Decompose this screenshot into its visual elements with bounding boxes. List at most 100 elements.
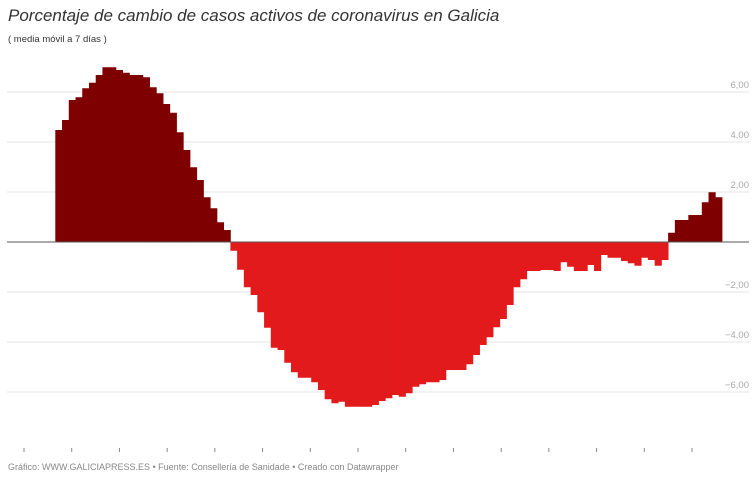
bar	[546, 242, 555, 270]
bar	[149, 87, 157, 242]
bar	[620, 242, 629, 261]
bar	[196, 180, 204, 242]
bar	[365, 242, 373, 407]
y-axis-labels: 6,00 4,00 2,00 −2,00 −4,00 −6,00	[725, 80, 749, 391]
bar	[627, 242, 635, 264]
bar	[681, 220, 689, 242]
bar	[513, 242, 521, 288]
bar	[378, 242, 386, 401]
bar	[142, 77, 150, 242]
bar	[351, 242, 359, 407]
bar	[129, 75, 137, 242]
bar	[466, 242, 474, 365]
bar	[654, 242, 662, 266]
bar	[210, 208, 218, 242]
bar	[122, 72, 130, 242]
bar	[486, 242, 494, 338]
bars	[55, 67, 723, 407]
bar	[284, 242, 292, 363]
bar	[614, 242, 622, 258]
bar	[270, 242, 278, 348]
bar	[573, 242, 581, 271]
bar	[277, 242, 285, 350]
bar	[405, 242, 413, 394]
bar	[358, 242, 366, 407]
bar	[216, 222, 225, 242]
chart-footer-credits: Gráfico: WWW.GALICIAPRESS.ES • Fuente: C…	[8, 462, 399, 472]
bar	[176, 132, 184, 242]
bar	[519, 242, 528, 280]
bar	[661, 242, 669, 260]
bar	[701, 202, 709, 242]
bar	[203, 197, 211, 242]
bar	[250, 242, 258, 295]
bar	[607, 242, 615, 258]
bar	[75, 97, 83, 242]
bar	[304, 242, 312, 378]
bar	[371, 242, 379, 405]
bar	[425, 242, 433, 383]
bar	[291, 242, 299, 373]
bar	[95, 75, 103, 242]
bar	[183, 150, 191, 242]
y-tick-label: 4,00	[731, 130, 750, 141]
bar	[317, 242, 326, 390]
bar	[674, 220, 682, 242]
bar	[540, 242, 548, 270]
bar	[506, 242, 514, 305]
bar	[634, 242, 642, 266]
bar	[479, 242, 487, 345]
bar	[553, 242, 561, 271]
y-tick-label: 6,00	[731, 80, 750, 91]
chart-title: Porcentaje de cambio de casos activos de…	[8, 6, 500, 25]
x-axis-ticks	[23, 448, 693, 452]
bar	[418, 242, 427, 385]
bar	[88, 82, 97, 242]
bar	[392, 242, 400, 395]
bar	[385, 242, 393, 399]
bar	[647, 242, 656, 260]
bar	[560, 242, 568, 263]
y-tick-label: 2,00	[731, 180, 750, 191]
bar	[163, 104, 171, 242]
bar	[237, 242, 245, 270]
bar	[695, 215, 703, 242]
bar	[452, 242, 460, 370]
bar	[68, 100, 76, 242]
bar	[567, 242, 575, 267]
bar	[136, 75, 144, 242]
bar	[526, 242, 534, 271]
bar	[115, 70, 124, 242]
bar	[715, 197, 723, 242]
bar	[223, 230, 231, 242]
bar	[331, 242, 339, 404]
bar	[109, 67, 117, 242]
bar	[708, 192, 716, 242]
bar	[533, 242, 541, 271]
bar	[580, 242, 588, 271]
bar	[156, 93, 164, 242]
bar	[189, 167, 198, 242]
bar	[412, 242, 420, 387]
bar	[243, 242, 251, 288]
bar	[169, 112, 177, 242]
y-tick-label: −6,00	[725, 380, 749, 391]
bar	[499, 242, 507, 319]
bar	[338, 242, 346, 402]
chart-subtitle: ( media móvil a 7 días )	[8, 34, 107, 45]
bar	[264, 242, 272, 328]
bar	[398, 242, 406, 397]
bar	[311, 242, 319, 383]
bar	[493, 242, 501, 328]
bar	[459, 242, 467, 370]
bar	[82, 88, 90, 242]
bar	[324, 242, 332, 400]
bar	[472, 242, 480, 355]
y-tick-label: −4,00	[725, 330, 749, 341]
bar	[55, 130, 63, 242]
bar	[257, 242, 265, 313]
bar	[641, 242, 649, 258]
bar	[688, 215, 696, 242]
bar	[439, 242, 447, 380]
